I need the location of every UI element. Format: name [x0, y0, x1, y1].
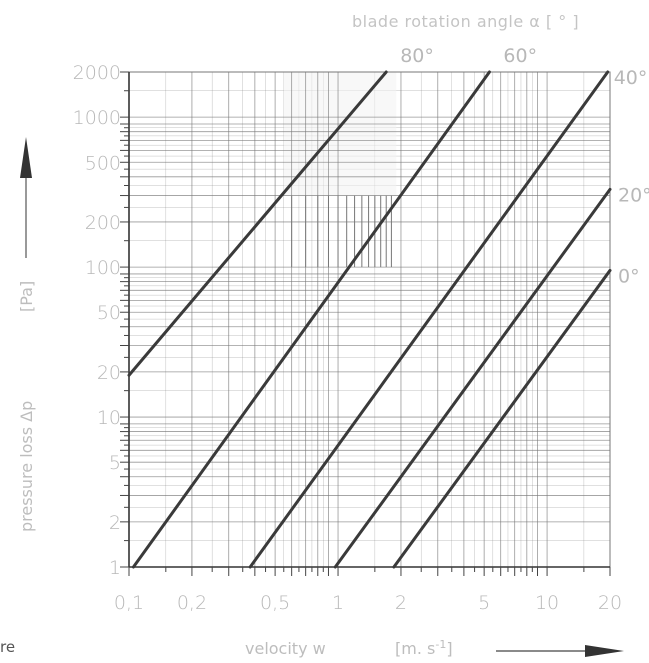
series-label: 60° [503, 45, 537, 67]
grid-major [128, 71, 611, 568]
y-axis-label-text: pressure loss Δp [17, 401, 36, 532]
y-axis-label: pressure loss Δp [17, 401, 36, 532]
x-tick-label: 20 [598, 592, 622, 614]
y-axis-unit-text: [Pa] [17, 281, 36, 312]
y-tick-label: 2 [109, 512, 121, 534]
x-axis-unit-close: ] [446, 639, 452, 658]
tick-labels: 0,1 0,2 0,5 1 2 5 10 20 1 2 5 10 20 50 100 200 500 1000 20… [73, 62, 622, 614]
x-axis-label: velocity w [245, 639, 326, 658]
highlight-band [283, 72, 397, 196]
x-tick-label: 5 [478, 592, 490, 614]
x-tick-label: 0,5 [260, 592, 290, 614]
y-tick-label: 2000 [73, 62, 121, 84]
series-label: 40° [614, 67, 648, 89]
y-axis-unit: [Pa] [17, 281, 36, 312]
x-axis-unit-exponent: -1 [435, 638, 446, 651]
series-label: 20° [618, 184, 649, 206]
x-tick-label: 1 [332, 592, 344, 614]
x-tick-label: 0,2 [177, 592, 207, 614]
y-tick-label: 50 [97, 302, 121, 324]
series-lines: 80° 60° 40° 20° 0° [127, 45, 649, 569]
x-tick-label: 0,1 [114, 592, 144, 614]
x-axis-label-text: velocity w [245, 639, 326, 658]
series-label: 0° [618, 265, 640, 287]
cropped-label-fragment: re [0, 638, 15, 656]
y-tick-label: 200 [85, 212, 121, 234]
x-axis-arrow [496, 645, 624, 657]
series-label: 80° [400, 45, 434, 67]
series-line [392, 268, 612, 569]
x-axis-unit: [m. s-1] [395, 638, 453, 658]
series-line [333, 187, 612, 569]
y-tick-label: 100 [85, 257, 121, 279]
x-tick-label: 10 [535, 592, 559, 614]
series-line [127, 70, 388, 377]
series-line [131, 70, 491, 569]
y-tick-label: 10 [97, 407, 121, 429]
x-axis-unit-text: [m. s [395, 639, 435, 658]
y-tick-label: 5 [109, 452, 121, 474]
y-tick-label: 1 [109, 557, 121, 579]
y-tick-label: 500 [85, 152, 121, 174]
x-tick-label: 2 [395, 592, 407, 614]
highlight-region [283, 72, 397, 268]
y-tick-label: 1000 [73, 107, 121, 129]
chart-title: blade rotation angle α [ ° ] [352, 12, 579, 31]
axes [120, 71, 611, 576]
y-axis-arrow [20, 137, 32, 258]
y-tick-label: 20 [97, 362, 121, 384]
series-line [248, 70, 610, 569]
